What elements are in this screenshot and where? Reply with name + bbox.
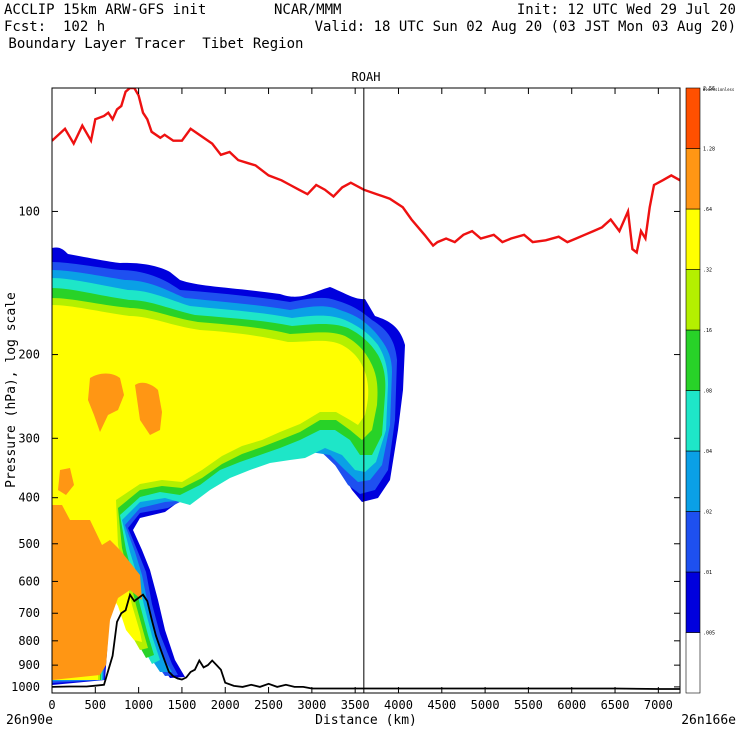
- y-tick-label: 1000: [11, 680, 40, 694]
- colorbar-tick-label: .32: [703, 268, 712, 274]
- x-tick-label: 2500: [254, 698, 283, 712]
- colorbar: .005 .01 .02 .04 .08 .16 .32 .64 1.28 2.56: [685, 86, 715, 694]
- colorbar-segment: [685, 390, 701, 452]
- colorbar-segment: [685, 329, 701, 391]
- header-valid-time: Valid: 18 UTC Sun 02 Aug 20 (03 JST Mon …: [314, 19, 736, 35]
- x-tick-label: 5000: [471, 698, 500, 712]
- x-tick-label: 500: [84, 698, 106, 712]
- chart-title: ROAH: [352, 70, 381, 84]
- tracer-blob-orange-mid: [135, 382, 162, 435]
- colorbar-tick-label: .16: [703, 328, 712, 334]
- colorbar-tick-label: .005: [703, 631, 715, 637]
- colorbar-tick-label: .01: [703, 570, 712, 576]
- colorbar-tick-label: .04: [703, 449, 712, 455]
- tracer-blob-orange-upper: [88, 373, 124, 432]
- colorbar-segment: [685, 450, 701, 512]
- header-init-time: Init: 12 UTC Wed 29 Jul 20: [516, 2, 736, 18]
- x-tick-label: 7000: [644, 698, 673, 712]
- colorbar-segment: [685, 208, 701, 270]
- header-field-description: Boundary Layer Tracer Tibet Region: [0, 36, 304, 52]
- y-tick-label: 700: [18, 606, 40, 620]
- line-layer: [52, 88, 680, 690]
- y-tick-label: 300: [18, 431, 40, 445]
- x-tick-label: 1500: [167, 698, 196, 712]
- y-tick-label: 400: [18, 491, 40, 505]
- colorbar-tick-label: 2.56: [703, 86, 715, 92]
- colorbar-segment: [685, 87, 701, 149]
- header-forecast-hour: Fcst: 102 h: [4, 19, 106, 35]
- plot-frame: [51, 87, 681, 694]
- x-tick-label: 5500: [514, 698, 543, 712]
- colorbar-tick-label: .64: [703, 207, 712, 213]
- x-endpoint-right-label: 26n166e: [681, 713, 736, 728]
- x-tick-label: 4000: [384, 698, 413, 712]
- tracer-band-yellow: [52, 305, 369, 680]
- tracer-blob-orange-lower: [52, 505, 142, 680]
- colorbar-segment: [685, 632, 701, 694]
- colorbar-tick-label: .08: [703, 389, 712, 395]
- colorbar-tick-label: .02: [703, 510, 712, 516]
- colorbar-segment: [685, 571, 701, 633]
- y-axis: 100 200 300 400 500 600 700 800 900 1000: [11, 204, 680, 694]
- x-tick-label: 6500: [601, 698, 630, 712]
- y-tick-label: 500: [18, 537, 40, 551]
- header-model-label: ACCLIP 15km ARW-GFS init: [4, 2, 207, 18]
- header-center-label: NCAR/MMM: [274, 2, 342, 18]
- y-tick-label: 600: [18, 574, 40, 588]
- colorbar-segment: [685, 269, 701, 331]
- x-axis: 0 500 1000 1500 2000 2500 3000 3500 4000 4500 5000…: [48, 88, 673, 712]
- colorbar-segment: [685, 511, 701, 573]
- tropopause-line: [52, 88, 680, 255]
- y-tick-label: 200: [18, 348, 40, 362]
- x-endpoint-left-label: 26n90e: [6, 713, 53, 728]
- surface-pressure-line: [52, 592, 680, 690]
- colorbar-segment: [685, 148, 701, 210]
- y-tick-label: 100: [18, 204, 40, 218]
- colorbar-tick-label: 1.28: [703, 147, 715, 153]
- x-tick-label: 4500: [427, 698, 456, 712]
- x-tick-label: 3000: [297, 698, 326, 712]
- x-tick-label: 6000: [557, 698, 586, 712]
- x-tick-label: 2000: [211, 698, 240, 712]
- tracer-blob-orange-side: [58, 468, 74, 495]
- x-axis-label: Distance (km): [315, 713, 417, 728]
- y-axis-label: Pressure (hPa), log scale: [4, 292, 19, 488]
- tracer-fill-layer: [52, 247, 405, 686]
- x-tick-label: 3500: [341, 698, 370, 712]
- x-tick-label: 1000: [124, 698, 153, 712]
- y-tick-label: 900: [18, 658, 40, 672]
- y-tick-label: 800: [18, 634, 40, 648]
- x-tick-label: 0: [48, 698, 55, 712]
- colorbar-top-label: Dimensionless: [703, 87, 735, 92]
